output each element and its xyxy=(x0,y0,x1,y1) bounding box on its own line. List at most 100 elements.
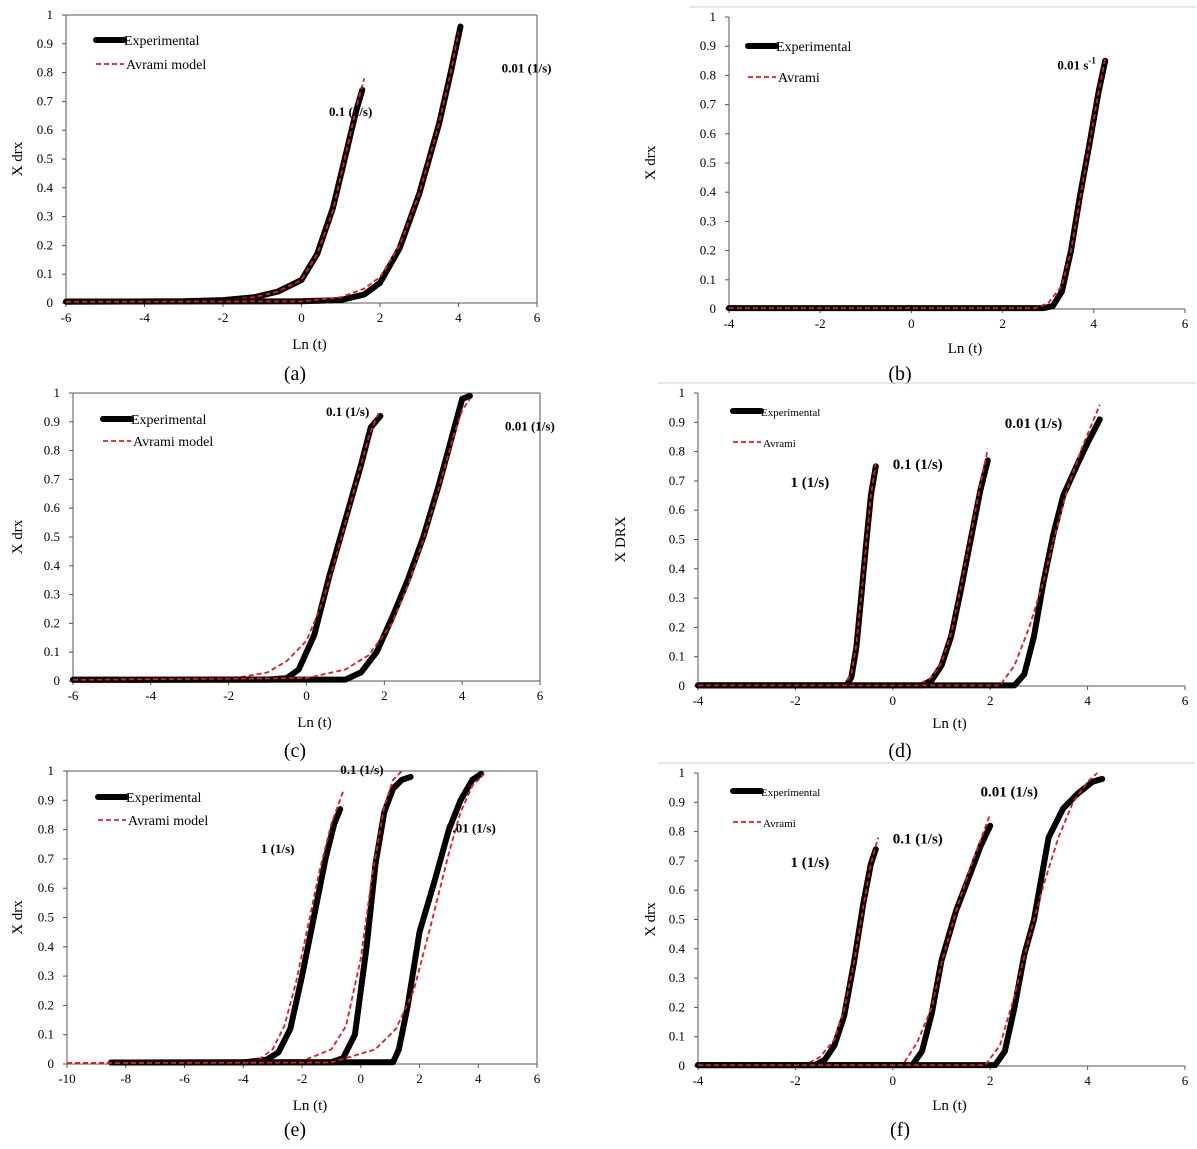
x-tick-label: 4 xyxy=(1084,693,1091,708)
panel-label: (b) xyxy=(888,363,911,385)
legend-label-experimental: Experimental xyxy=(126,791,202,806)
legend-label-avrami: Avrami xyxy=(763,438,796,450)
panel-label: (f) xyxy=(890,1119,910,1141)
series-avrami xyxy=(698,813,992,1066)
x-tick-label: 2 xyxy=(999,316,1006,331)
y-axis-label: X drx xyxy=(10,141,26,176)
y-tick-label: 0.3 xyxy=(37,209,53,224)
series-annotation: 0.1 (1/s) xyxy=(329,104,372,119)
series-annotation: 0.01 (1/s) xyxy=(980,784,1037,800)
series-experimental xyxy=(70,392,473,683)
x-tick-label: 0 xyxy=(890,693,897,708)
x-tick-label: -4 xyxy=(139,310,150,325)
y-tick-label: 0.9 xyxy=(37,36,53,51)
x-tick-label: 4 xyxy=(1084,1073,1091,1088)
series-annotation: 1 (1/s) xyxy=(791,855,830,871)
x-axis-label: Ln (t) xyxy=(293,1098,328,1114)
y-tick-label: 0.1 xyxy=(669,1029,685,1044)
series-annotation: 0.01 s-1 xyxy=(1057,56,1096,73)
y-tick-label: 0.9 xyxy=(669,794,685,809)
x-tick-label: 2 xyxy=(987,693,994,708)
y-axis-label: X DRX xyxy=(613,516,629,562)
y-tick-label: 0.4 xyxy=(669,941,686,956)
annotation-superscript: -1 xyxy=(1088,56,1096,66)
series-experimental xyxy=(108,770,485,1066)
x-axis-label: Ln (t) xyxy=(932,716,967,732)
x-tick-label: -2 xyxy=(297,1071,308,1086)
y-tick-label: 1 xyxy=(679,385,686,400)
x-tick-label: 0 xyxy=(890,1073,897,1088)
y-tick-label: 1 xyxy=(47,7,54,22)
y-tick-label: 0.8 xyxy=(38,822,54,837)
y-tick-label: 0.5 xyxy=(44,529,60,544)
x-tick-label: -10 xyxy=(58,1071,75,1086)
y-tick-label: 0.2 xyxy=(38,997,54,1012)
x-tick-label: -4 xyxy=(693,693,704,708)
series-annotation: 0.01 (1/s) xyxy=(446,821,496,836)
series-annotation: 0.01 (1/s) xyxy=(502,61,552,76)
y-tick-label: 0.6 xyxy=(669,502,686,517)
y-tick-label: 1 xyxy=(710,9,717,24)
y-tick-label: 0.3 xyxy=(669,970,685,985)
y-tick-label: 0.7 xyxy=(38,851,55,866)
x-tick-label: 0 xyxy=(303,688,310,703)
series-avrami xyxy=(65,32,460,303)
y-tick-label: 0.7 xyxy=(37,93,54,108)
series-experimental xyxy=(726,57,1109,312)
y-tick-label: 0.8 xyxy=(669,444,685,459)
x-tick-label: 2 xyxy=(987,1073,994,1088)
y-tick-label: 0.4 xyxy=(38,939,55,954)
legend-label-experimental: Experimental xyxy=(124,34,200,49)
x-tick-label: -4 xyxy=(145,688,156,703)
legend-label-avrami: Avrami xyxy=(763,818,796,830)
legend-label-experimental: Experimental xyxy=(776,40,852,55)
legend-label-avrami: Avrami model xyxy=(128,814,208,829)
series-annotation: 0.01 (1/s) xyxy=(1005,416,1063,432)
x-tick-label: -4 xyxy=(724,316,735,331)
y-tick-label: 0.5 xyxy=(38,910,54,925)
series-experimental xyxy=(695,822,994,1069)
y-axis-label: X drx xyxy=(643,902,659,937)
series-avrami xyxy=(66,791,344,1064)
y-tick-label: 0.7 xyxy=(669,473,686,488)
x-tick-label: 4 xyxy=(1091,316,1098,331)
y-tick-label: 0 xyxy=(710,301,717,316)
y-tick-label: 0.9 xyxy=(669,414,685,429)
y-tick-label: 0.2 xyxy=(37,237,53,252)
series-avrami xyxy=(698,404,1101,687)
y-tick-label: 0 xyxy=(679,678,686,693)
x-tick-label: 6 xyxy=(537,688,544,703)
x-tick-label: 4 xyxy=(475,1071,482,1086)
y-axis-label: X drx xyxy=(643,145,659,180)
x-tick-label: 6 xyxy=(1182,693,1189,708)
y-tick-label: 0.6 xyxy=(37,122,54,137)
series-annotation: 0.01 (1/s) xyxy=(505,418,555,433)
y-tick-label: 0.3 xyxy=(38,968,54,983)
y-tick-label: 0 xyxy=(679,1058,686,1073)
x-tick-label: -6 xyxy=(179,1071,190,1086)
panel-label: (e) xyxy=(284,1119,306,1141)
x-tick-label: 0 xyxy=(358,1071,365,1086)
y-tick-label: 1 xyxy=(48,763,55,778)
series-annotation: 0.1 (1/s) xyxy=(893,831,943,847)
y-tick-label: 0.1 xyxy=(44,644,60,659)
x-tick-label: -6 xyxy=(68,688,79,703)
y-tick-label: 0.1 xyxy=(700,272,716,287)
y-tick-label: 0.7 xyxy=(700,97,717,112)
panel-label: (d) xyxy=(888,740,911,762)
y-tick-label: 0.9 xyxy=(44,414,60,429)
y-tick-label: 0.4 xyxy=(37,180,54,195)
y-tick-label: 0.5 xyxy=(37,151,53,166)
y-tick-label: 0.1 xyxy=(669,649,685,664)
panel-label: (a) xyxy=(284,363,306,385)
y-tick-label: 0.3 xyxy=(669,590,685,605)
y-tick-label: 0.5 xyxy=(700,155,716,170)
y-tick-label: 0.6 xyxy=(700,126,717,141)
series-avrami xyxy=(698,463,877,687)
x-tick-label: -2 xyxy=(790,1073,801,1088)
x-tick-label: 6 xyxy=(1182,316,1189,331)
y-tick-label: 1 xyxy=(54,385,61,400)
series-experimental xyxy=(70,413,384,683)
